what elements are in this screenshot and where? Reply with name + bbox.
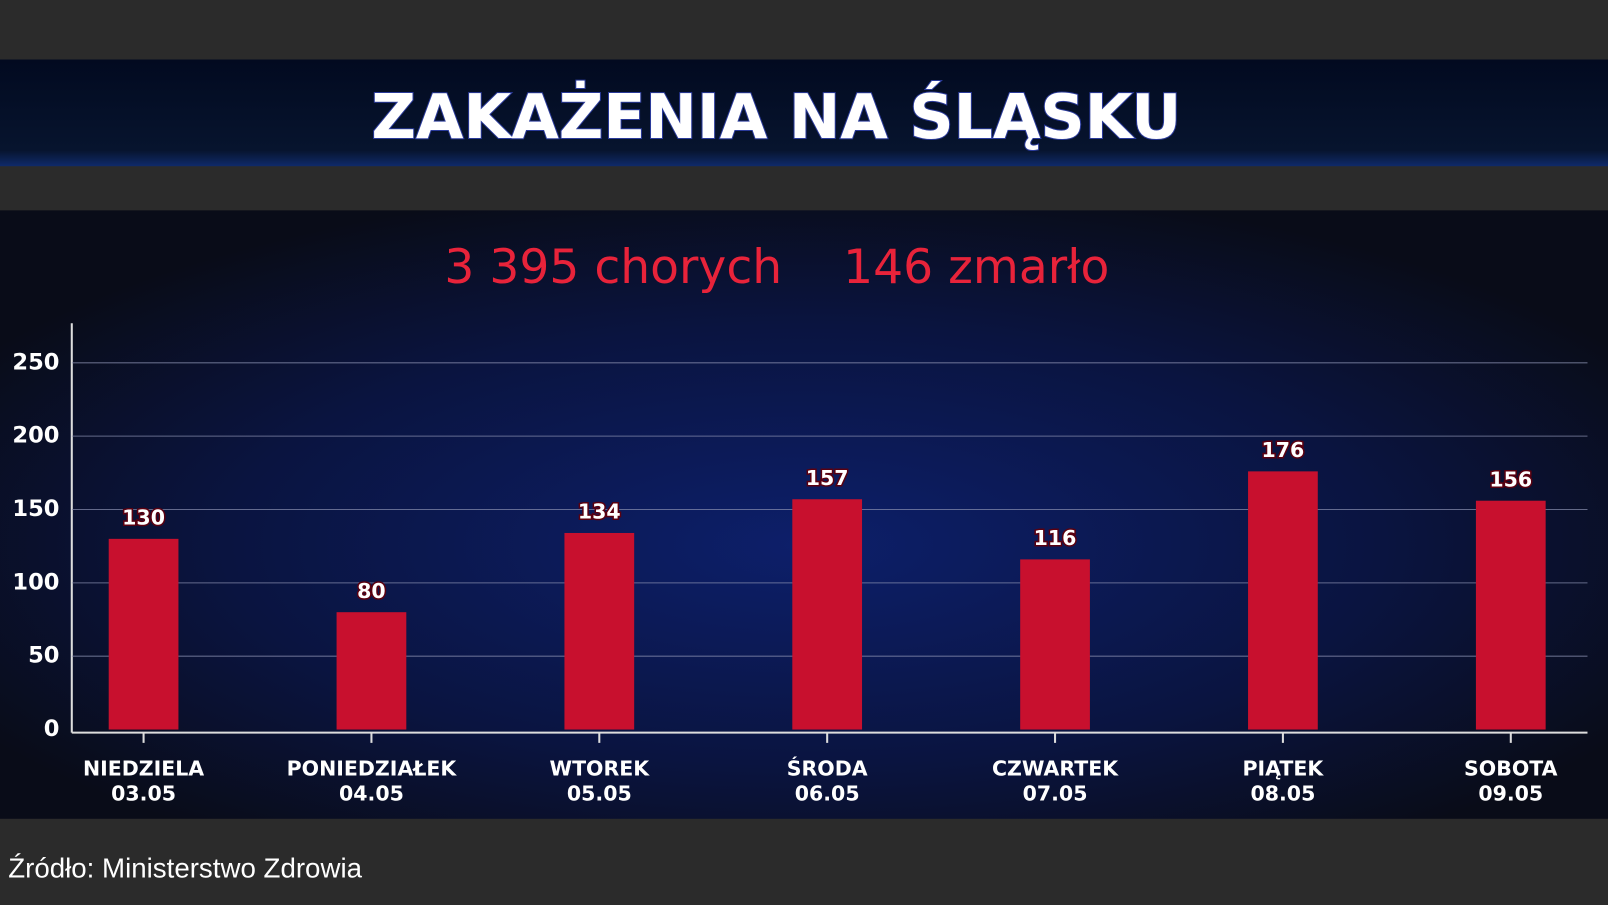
title-band <box>0 59 1608 167</box>
subtitle: 3 395 chorych <box>444 240 782 295</box>
x-tick-label: PONIEDZIAŁEK <box>287 757 458 781</box>
x-tick-label: 06.05 <box>795 781 860 805</box>
x-tick-label: 07.05 <box>1023 781 1088 805</box>
x-tick-label: 04.05 <box>339 781 404 805</box>
value-label: 134 <box>578 500 621 524</box>
chart-title: ZAKAŻENIA NA ŚLĄSKU <box>371 80 1181 153</box>
value-label: 156 <box>1489 467 1532 491</box>
y-tick-label: 250 <box>12 349 59 375</box>
x-tick-label: 08.05 <box>1251 781 1316 805</box>
bar <box>1475 500 1546 730</box>
bar <box>792 499 863 730</box>
x-tick-label: SOBOTA <box>1464 757 1558 781</box>
value-label: 176 <box>1262 438 1305 462</box>
x-tick-label: 09.05 <box>1478 781 1543 805</box>
x-tick-label: CZWARTEK <box>992 757 1119 781</box>
bar <box>1020 559 1090 730</box>
y-tick-label: 0 <box>44 716 60 742</box>
value-label: 80 <box>357 579 386 603</box>
x-tick-label: PIĄTEK <box>1243 757 1325 781</box>
source: Źródło: Ministerstwo Zdrowia <box>8 852 362 883</box>
bar <box>564 532 635 730</box>
y-tick-label: 50 <box>28 643 59 669</box>
value-label: 130 <box>122 505 165 529</box>
x-tick-label: NIEDZIELA <box>83 757 204 781</box>
bar <box>108 538 179 730</box>
value-label: 157 <box>806 466 849 490</box>
x-tick-label: ŚRODA <box>787 756 868 781</box>
y-tick-label: 150 <box>12 496 59 522</box>
x-tick-label: 03.05 <box>111 781 176 805</box>
y-tick-label: 100 <box>12 569 59 595</box>
value-label: 116 <box>1034 526 1077 550</box>
x-tick-label: 05.05 <box>567 781 632 805</box>
bar <box>1248 471 1318 730</box>
x-tick-label: WTOREK <box>549 757 650 781</box>
y-tick-label: 200 <box>12 423 59 449</box>
bar <box>336 612 407 730</box>
subtitle: 146 zmarło <box>843 240 1109 295</box>
